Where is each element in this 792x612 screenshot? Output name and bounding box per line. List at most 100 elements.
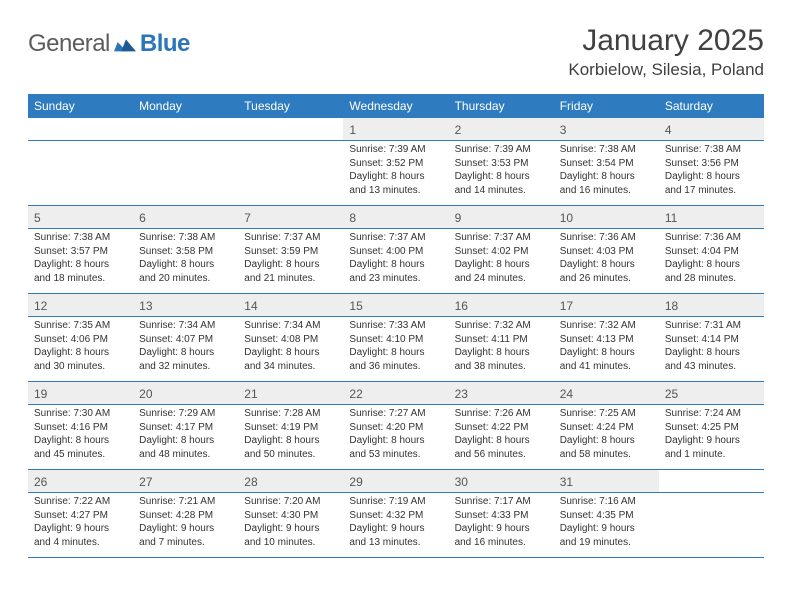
day-number-cell: 10	[554, 206, 659, 229]
weekday-header-row: Sunday Monday Tuesday Wednesday Thursday…	[28, 94, 764, 118]
calendar-table: Sunday Monday Tuesday Wednesday Thursday…	[28, 94, 764, 558]
daylight-text: Daylight: 8 hours and 36 minutes.	[349, 346, 442, 373]
sunset-text: Sunset: 4:13 PM	[560, 333, 653, 347]
daynum-row: 19202122232425	[28, 382, 764, 405]
daylight-text: Daylight: 8 hours and 18 minutes.	[34, 258, 127, 285]
sunrise-text: Sunrise: 7:21 AM	[139, 495, 232, 509]
weekday-header: Saturday	[659, 94, 764, 118]
month-title: January 2025	[568, 24, 764, 58]
day-number: 12	[34, 299, 47, 313]
daylight-text: Daylight: 9 hours and 19 minutes.	[560, 522, 653, 549]
sunset-text: Sunset: 4:20 PM	[349, 421, 442, 435]
sunset-text: Sunset: 4:28 PM	[139, 509, 232, 523]
daylight-text: Daylight: 8 hours and 20 minutes.	[139, 258, 232, 285]
day-content-row: Sunrise: 7:22 AMSunset: 4:27 PMDaylight:…	[28, 493, 764, 558]
sunset-text: Sunset: 4:30 PM	[244, 509, 337, 523]
day-content-cell: Sunrise: 7:17 AMSunset: 4:33 PMDaylight:…	[449, 493, 554, 558]
day-number: 8	[349, 211, 356, 225]
day-number-cell: 9	[449, 206, 554, 229]
day-number-cell: 27	[133, 470, 238, 493]
day-content-cell: Sunrise: 7:32 AMSunset: 4:11 PMDaylight:…	[449, 317, 554, 382]
daylight-text: Daylight: 8 hours and 30 minutes.	[34, 346, 127, 373]
daylight-text: Daylight: 8 hours and 28 minutes.	[665, 258, 758, 285]
weekday-header: Wednesday	[343, 94, 448, 118]
day-number: 21	[244, 387, 257, 401]
brand-word1: General	[28, 30, 110, 58]
daylight-text: Daylight: 8 hours and 43 minutes.	[665, 346, 758, 373]
day-number-cell: 12	[28, 294, 133, 317]
sunset-text: Sunset: 4:08 PM	[244, 333, 337, 347]
day-content-row: Sunrise: 7:38 AMSunset: 3:57 PMDaylight:…	[28, 229, 764, 294]
day-number-cell	[28, 118, 133, 141]
day-number-cell: 31	[554, 470, 659, 493]
day-content-cell: Sunrise: 7:30 AMSunset: 4:16 PMDaylight:…	[28, 405, 133, 470]
day-number: 27	[139, 475, 152, 489]
daylight-text: Daylight: 9 hours and 13 minutes.	[349, 522, 442, 549]
day-number-cell: 8	[343, 206, 448, 229]
sunrise-text: Sunrise: 7:37 AM	[455, 231, 548, 245]
day-number-cell: 16	[449, 294, 554, 317]
sunset-text: Sunset: 4:33 PM	[455, 509, 548, 523]
sunrise-text: Sunrise: 7:38 AM	[665, 143, 758, 157]
daylight-text: Daylight: 8 hours and 13 minutes.	[349, 170, 442, 197]
sunset-text: Sunset: 3:52 PM	[349, 157, 442, 171]
sunrise-text: Sunrise: 7:37 AM	[244, 231, 337, 245]
day-number-cell: 26	[28, 470, 133, 493]
day-number: 17	[560, 299, 573, 313]
day-number: 26	[34, 475, 47, 489]
sunrise-text: Sunrise: 7:39 AM	[455, 143, 548, 157]
daylight-text: Daylight: 8 hours and 24 minutes.	[455, 258, 548, 285]
sunrise-text: Sunrise: 7:39 AM	[349, 143, 442, 157]
sunset-text: Sunset: 4:03 PM	[560, 245, 653, 259]
sunset-text: Sunset: 4:14 PM	[665, 333, 758, 347]
sunrise-text: Sunrise: 7:38 AM	[34, 231, 127, 245]
day-content-cell: Sunrise: 7:27 AMSunset: 4:20 PMDaylight:…	[343, 405, 448, 470]
day-number: 30	[455, 475, 468, 489]
day-number-cell: 24	[554, 382, 659, 405]
day-number: 23	[455, 387, 468, 401]
daylight-text: Daylight: 8 hours and 17 minutes.	[665, 170, 758, 197]
day-number-cell	[659, 470, 764, 493]
sunrise-text: Sunrise: 7:38 AM	[560, 143, 653, 157]
day-content-cell	[28, 141, 133, 206]
day-content-cell: Sunrise: 7:39 AMSunset: 3:52 PMDaylight:…	[343, 141, 448, 206]
sunset-text: Sunset: 4:11 PM	[455, 333, 548, 347]
daylight-text: Daylight: 8 hours and 16 minutes.	[560, 170, 653, 197]
day-content-cell: Sunrise: 7:36 AMSunset: 4:03 PMDaylight:…	[554, 229, 659, 294]
day-number-cell: 23	[449, 382, 554, 405]
sunset-text: Sunset: 3:58 PM	[139, 245, 232, 259]
day-number: 10	[560, 211, 573, 225]
weekday-header: Sunday	[28, 94, 133, 118]
daylight-text: Daylight: 8 hours and 56 minutes.	[455, 434, 548, 461]
sunset-text: Sunset: 4:25 PM	[665, 421, 758, 435]
sunrise-text: Sunrise: 7:36 AM	[560, 231, 653, 245]
day-content-cell: Sunrise: 7:39 AMSunset: 3:53 PMDaylight:…	[449, 141, 554, 206]
daylight-text: Daylight: 8 hours and 53 minutes.	[349, 434, 442, 461]
day-content-cell: Sunrise: 7:16 AMSunset: 4:35 PMDaylight:…	[554, 493, 659, 558]
title-block: January 2025 Korbielow, Silesia, Poland	[568, 24, 764, 80]
sunrise-text: Sunrise: 7:36 AM	[665, 231, 758, 245]
sunset-text: Sunset: 4:27 PM	[34, 509, 127, 523]
day-content-cell: Sunrise: 7:35 AMSunset: 4:06 PMDaylight:…	[28, 317, 133, 382]
daylight-text: Daylight: 9 hours and 4 minutes.	[34, 522, 127, 549]
sunset-text: Sunset: 4:04 PM	[665, 245, 758, 259]
day-content-cell: Sunrise: 7:33 AMSunset: 4:10 PMDaylight:…	[343, 317, 448, 382]
day-content-cell: Sunrise: 7:22 AMSunset: 4:27 PMDaylight:…	[28, 493, 133, 558]
sunrise-text: Sunrise: 7:27 AM	[349, 407, 442, 421]
day-number-cell: 13	[133, 294, 238, 317]
day-number: 25	[665, 387, 678, 401]
day-number: 4	[665, 123, 672, 137]
sunset-text: Sunset: 4:24 PM	[560, 421, 653, 435]
page-header: General Blue January 2025 Korbielow, Sil…	[28, 24, 764, 80]
sunrise-text: Sunrise: 7:16 AM	[560, 495, 653, 509]
sunset-text: Sunset: 4:32 PM	[349, 509, 442, 523]
daynum-row: 1234	[28, 118, 764, 141]
day-content-row: Sunrise: 7:30 AMSunset: 4:16 PMDaylight:…	[28, 405, 764, 470]
day-number: 14	[244, 299, 257, 313]
brand-logo: General Blue	[28, 30, 190, 58]
day-content-row: Sunrise: 7:35 AMSunset: 4:06 PMDaylight:…	[28, 317, 764, 382]
daynum-row: 262728293031	[28, 470, 764, 493]
sunset-text: Sunset: 4:06 PM	[34, 333, 127, 347]
day-number-cell: 2	[449, 118, 554, 141]
daylight-text: Daylight: 8 hours and 41 minutes.	[560, 346, 653, 373]
